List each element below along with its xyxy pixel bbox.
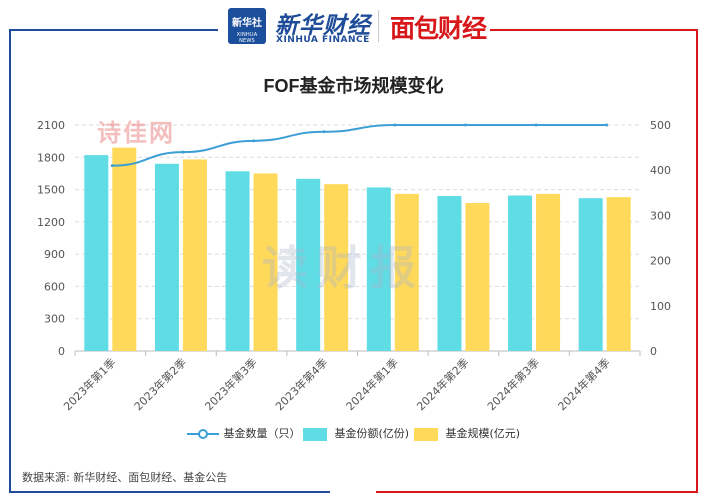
bar — [182, 159, 207, 351]
bar — [465, 203, 490, 351]
logo-badge-cn: 新华社 — [232, 18, 262, 29]
count-point — [322, 130, 326, 134]
source-note: 数据来源: 新华财经、面包财经、基金公告 — [22, 471, 228, 484]
bar — [536, 193, 561, 351]
x-tick-label: 2023年第2季 — [131, 355, 189, 413]
y-right-tick-label: 500 — [650, 119, 671, 132]
count-point — [463, 123, 467, 127]
x-tick-label: 2024年第3季 — [484, 355, 542, 413]
count-point — [252, 139, 256, 143]
y-left-tick-label: 1200 — [37, 216, 65, 229]
logo-badge-en: XINHUA NEWS — [236, 32, 258, 44]
bar — [324, 184, 349, 351]
y-right-tick-label: 400 — [650, 164, 671, 177]
bar — [253, 173, 278, 351]
bar — [394, 193, 419, 351]
bar — [508, 195, 533, 351]
brand-name-en: XINHUA FINANCE — [276, 35, 370, 45]
x-tick-label: 2024年第2季 — [414, 355, 472, 413]
y-left-tick-label: 1800 — [37, 151, 65, 164]
y-left-tick-label: 600 — [44, 280, 65, 293]
bar — [606, 197, 631, 351]
y-right-tick-label: 200 — [650, 255, 671, 268]
count-point — [534, 123, 538, 127]
legend-label-size: 基金规模(亿元) — [445, 427, 521, 440]
legend-item-count[interactable]: 基金数量（只） — [186, 424, 301, 444]
watermark-top: 诗佳网 — [97, 119, 175, 147]
bar — [225, 171, 250, 351]
bar — [366, 187, 391, 351]
partner-brand: 面包财经 — [390, 14, 487, 43]
x-tick-label: 2023年第3季 — [202, 355, 260, 413]
y-right-tick-label: 300 — [650, 209, 671, 222]
watermark-center: 读财报 — [262, 241, 424, 295]
y-left-tick-label: 1500 — [37, 184, 65, 197]
brand-divider — [378, 10, 379, 42]
bar — [296, 178, 321, 351]
count-point — [181, 150, 185, 154]
legend-item-share[interactable]: 基金份额(亿份) — [303, 424, 409, 444]
bar-swatch-icon — [414, 427, 438, 441]
xinhua-logo: 新华社 XINHUA NEWS — [228, 8, 266, 44]
x-tick-label: 2023年第4季 — [272, 355, 330, 413]
bar — [154, 163, 179, 351]
brand-name-cn: 新华财经 — [275, 13, 371, 39]
bar-swatch-icon — [303, 427, 327, 441]
y-left-tick-label: 0 — [58, 345, 65, 358]
count-point — [110, 164, 114, 168]
bar — [437, 196, 462, 351]
y-left-tick-label: 900 — [44, 248, 65, 261]
legend-label-count: 基金数量（只） — [223, 427, 301, 440]
count-point — [393, 123, 397, 127]
y-left-tick-label: 300 — [44, 313, 65, 326]
bar — [578, 198, 603, 351]
chart-title: FOF基金市场规模变化 — [263, 76, 444, 96]
line-swatch-icon — [187, 429, 219, 439]
x-tick-label: 2023年第1季 — [60, 355, 118, 413]
y-right-tick-label: 0 — [650, 345, 657, 358]
header: 新华社 XINHUA NEWS 新华财经 XINHUA FINANCE 面包财经 — [0, 0, 707, 52]
count-line — [112, 123, 607, 167]
bar — [84, 155, 109, 351]
x-tick-label: 2024年第4季 — [555, 355, 613, 413]
count-point — [605, 123, 609, 127]
y-left-tick-label: 2100 — [37, 119, 65, 132]
legend-label-share: 基金份额(亿份) — [334, 427, 410, 440]
y-right-tick-label: 100 — [650, 300, 671, 313]
legend: 基金数量（只） 基金份额(亿份) 基金规模(亿元) — [0, 424, 707, 444]
legend-item-size[interactable]: 基金规模(亿元) — [414, 424, 520, 444]
bar — [112, 147, 137, 351]
x-tick-label: 2024年第1季 — [343, 355, 401, 413]
